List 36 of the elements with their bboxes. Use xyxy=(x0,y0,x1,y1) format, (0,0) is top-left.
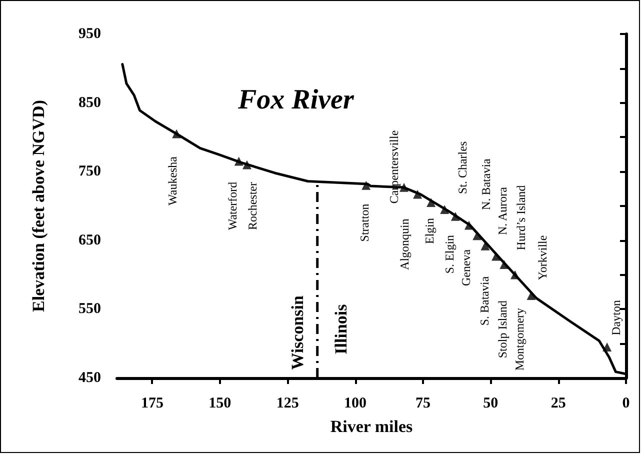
annotation: Wisconsin xyxy=(288,294,308,370)
annotation: Rochester xyxy=(246,182,260,230)
annotation: Waukesha xyxy=(166,156,180,206)
x-tick-label: 175 xyxy=(140,396,164,412)
annotation: Geneva xyxy=(459,248,473,286)
y-tick-label: 750 xyxy=(78,164,101,180)
y-axis-title: Elevation (feet above NGVD) xyxy=(29,100,48,312)
x-tick-label: 125 xyxy=(276,396,299,412)
annotation: N. Batavia xyxy=(479,158,493,210)
y-tick-label: 650 xyxy=(78,232,101,248)
annotation: Illinois xyxy=(332,304,350,354)
x-tick-label: 75 xyxy=(415,396,430,412)
x-tick-label: 50 xyxy=(483,396,498,412)
annotation: Algonquin xyxy=(397,218,412,270)
annotation: Stratton xyxy=(357,204,372,242)
annotation: St. Charles xyxy=(456,141,470,194)
x-tick-label: 100 xyxy=(344,396,367,412)
x-tick-label: 150 xyxy=(208,396,232,412)
y-tick-label: 450 xyxy=(78,370,101,386)
annotation: Hurd’s Island xyxy=(514,185,528,250)
annotation: Elgin xyxy=(422,218,436,244)
x-axis-title: River miles xyxy=(330,417,414,436)
annotation: S. Batavia xyxy=(477,276,492,326)
y-tick-label: 950 xyxy=(78,26,101,42)
x-tick-label: 25 xyxy=(550,396,566,412)
annotation: S. Elgin xyxy=(442,234,456,274)
annotation: N. Aurora xyxy=(496,186,510,235)
y-tick-label: 850 xyxy=(78,94,101,111)
annotation: Yorkville xyxy=(536,235,550,280)
annotation: Stolp Island xyxy=(496,300,510,358)
annotation: Waterford xyxy=(226,182,240,230)
annotation: Dayton xyxy=(609,300,623,336)
annotation: Montgomery xyxy=(512,308,526,371)
text: Fox River xyxy=(237,84,355,116)
y-tick-label: 550 xyxy=(78,301,101,318)
x-tick-label: 0 xyxy=(622,396,630,412)
